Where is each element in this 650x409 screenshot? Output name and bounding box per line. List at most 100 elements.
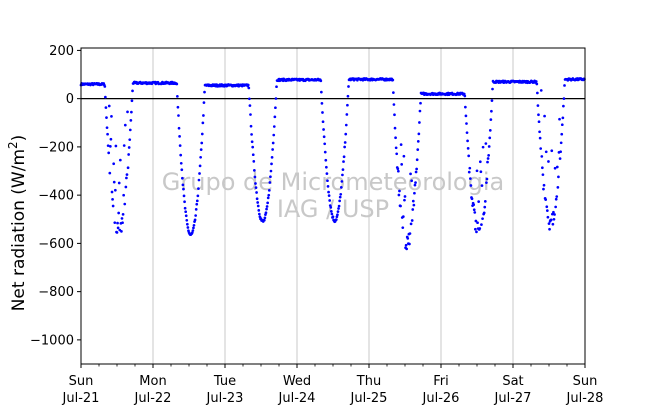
- data-point: [536, 91, 539, 95]
- data-point: [552, 217, 556, 221]
- x-tick-date-3: Jul-24: [278, 391, 316, 406]
- data-point: [554, 197, 558, 201]
- data-point: [346, 103, 349, 107]
- data-point: [272, 125, 276, 128]
- y-tick-label-5: −800: [38, 285, 74, 300]
- data-point: [324, 158, 328, 162]
- data-point: [411, 208, 415, 211]
- data-point: [122, 193, 125, 197]
- data-point: [194, 214, 197, 217]
- data-point: [410, 179, 413, 183]
- data-point: [393, 113, 396, 117]
- data-point: [470, 197, 474, 201]
- data-point: [126, 166, 130, 170]
- x-tick-day-3: Wed: [283, 374, 311, 389]
- data-point: [418, 109, 422, 113]
- data-point: [557, 175, 560, 179]
- data-point: [418, 121, 421, 124]
- data-point: [265, 205, 269, 208]
- data-point: [112, 180, 116, 184]
- data-point: [195, 202, 199, 206]
- x-tick-day-4: Thu: [356, 374, 381, 389]
- data-point: [186, 226, 190, 229]
- data-point: [413, 191, 416, 195]
- data-point: [535, 82, 539, 86]
- data-point: [201, 121, 205, 125]
- data-point: [398, 189, 401, 193]
- x-tick-day-2: Tue: [213, 374, 236, 389]
- data-points: [79, 77, 586, 251]
- data-point: [345, 113, 349, 116]
- data-point: [340, 180, 344, 183]
- data-point: [255, 197, 259, 201]
- data-point: [203, 90, 206, 94]
- data-point: [105, 126, 109, 130]
- data-point: [185, 222, 189, 226]
- data-point: [544, 198, 548, 202]
- data-point: [249, 113, 252, 116]
- data-point: [469, 184, 473, 187]
- data-point: [120, 217, 124, 220]
- data-point: [104, 106, 108, 109]
- data-point: [325, 172, 329, 175]
- data-point: [416, 140, 420, 143]
- y-tick-label-1: 0: [66, 92, 74, 107]
- data-point: [409, 172, 412, 176]
- data-point: [177, 126, 181, 130]
- data-point: [109, 137, 113, 141]
- data-point: [107, 151, 111, 155]
- data-point: [338, 195, 342, 199]
- data-point: [414, 170, 418, 174]
- data-point: [475, 169, 479, 173]
- data-point: [487, 145, 491, 148]
- data-point: [118, 158, 122, 162]
- data-point: [322, 135, 326, 139]
- data-point: [534, 80, 538, 83]
- data-point: [329, 206, 333, 209]
- data-point: [122, 144, 126, 147]
- data-point: [559, 150, 562, 154]
- data-point: [562, 104, 565, 108]
- data-point: [341, 168, 345, 171]
- data-point: [197, 178, 201, 182]
- data-point: [253, 169, 256, 172]
- data-point: [553, 213, 556, 216]
- data-point: [115, 231, 119, 234]
- data-point: [325, 165, 328, 169]
- data-point: [176, 94, 179, 98]
- data-point: [550, 149, 554, 153]
- data-point: [393, 126, 397, 130]
- data-point: [404, 243, 408, 247]
- x-tick-day-0: Sun: [69, 374, 94, 389]
- data-point: [125, 173, 129, 176]
- x-tick-day-1: Mon: [139, 374, 166, 389]
- data-point: [336, 213, 339, 217]
- data-point: [472, 208, 476, 212]
- data-point: [114, 144, 118, 148]
- data-point: [274, 97, 278, 100]
- data-point: [558, 117, 561, 121]
- data-point: [467, 170, 471, 174]
- x-tick-date-7: Jul-28: [566, 391, 604, 406]
- data-point: [265, 207, 268, 211]
- x-axis: Sun Jul-21 Mon Jul-22 Tue Jul-23 Wed Jul-24 Thu J…: [62, 364, 604, 406]
- data-point: [179, 153, 183, 157]
- data-point: [202, 114, 205, 117]
- data-point: [253, 175, 257, 179]
- data-point: [473, 227, 477, 231]
- data-point: [268, 181, 272, 184]
- data-point: [337, 207, 340, 210]
- data-point: [266, 201, 269, 205]
- data-point: [257, 209, 261, 212]
- data-point: [545, 205, 549, 209]
- data-point: [321, 120, 325, 124]
- data-point: [556, 186, 560, 189]
- data-point: [552, 210, 555, 214]
- data-point: [329, 210, 333, 213]
- data-point: [558, 157, 562, 160]
- data-point: [127, 146, 131, 149]
- data-point: [539, 147, 543, 150]
- data-point: [346, 94, 350, 98]
- data-point: [130, 110, 133, 114]
- data-point: [491, 87, 494, 91]
